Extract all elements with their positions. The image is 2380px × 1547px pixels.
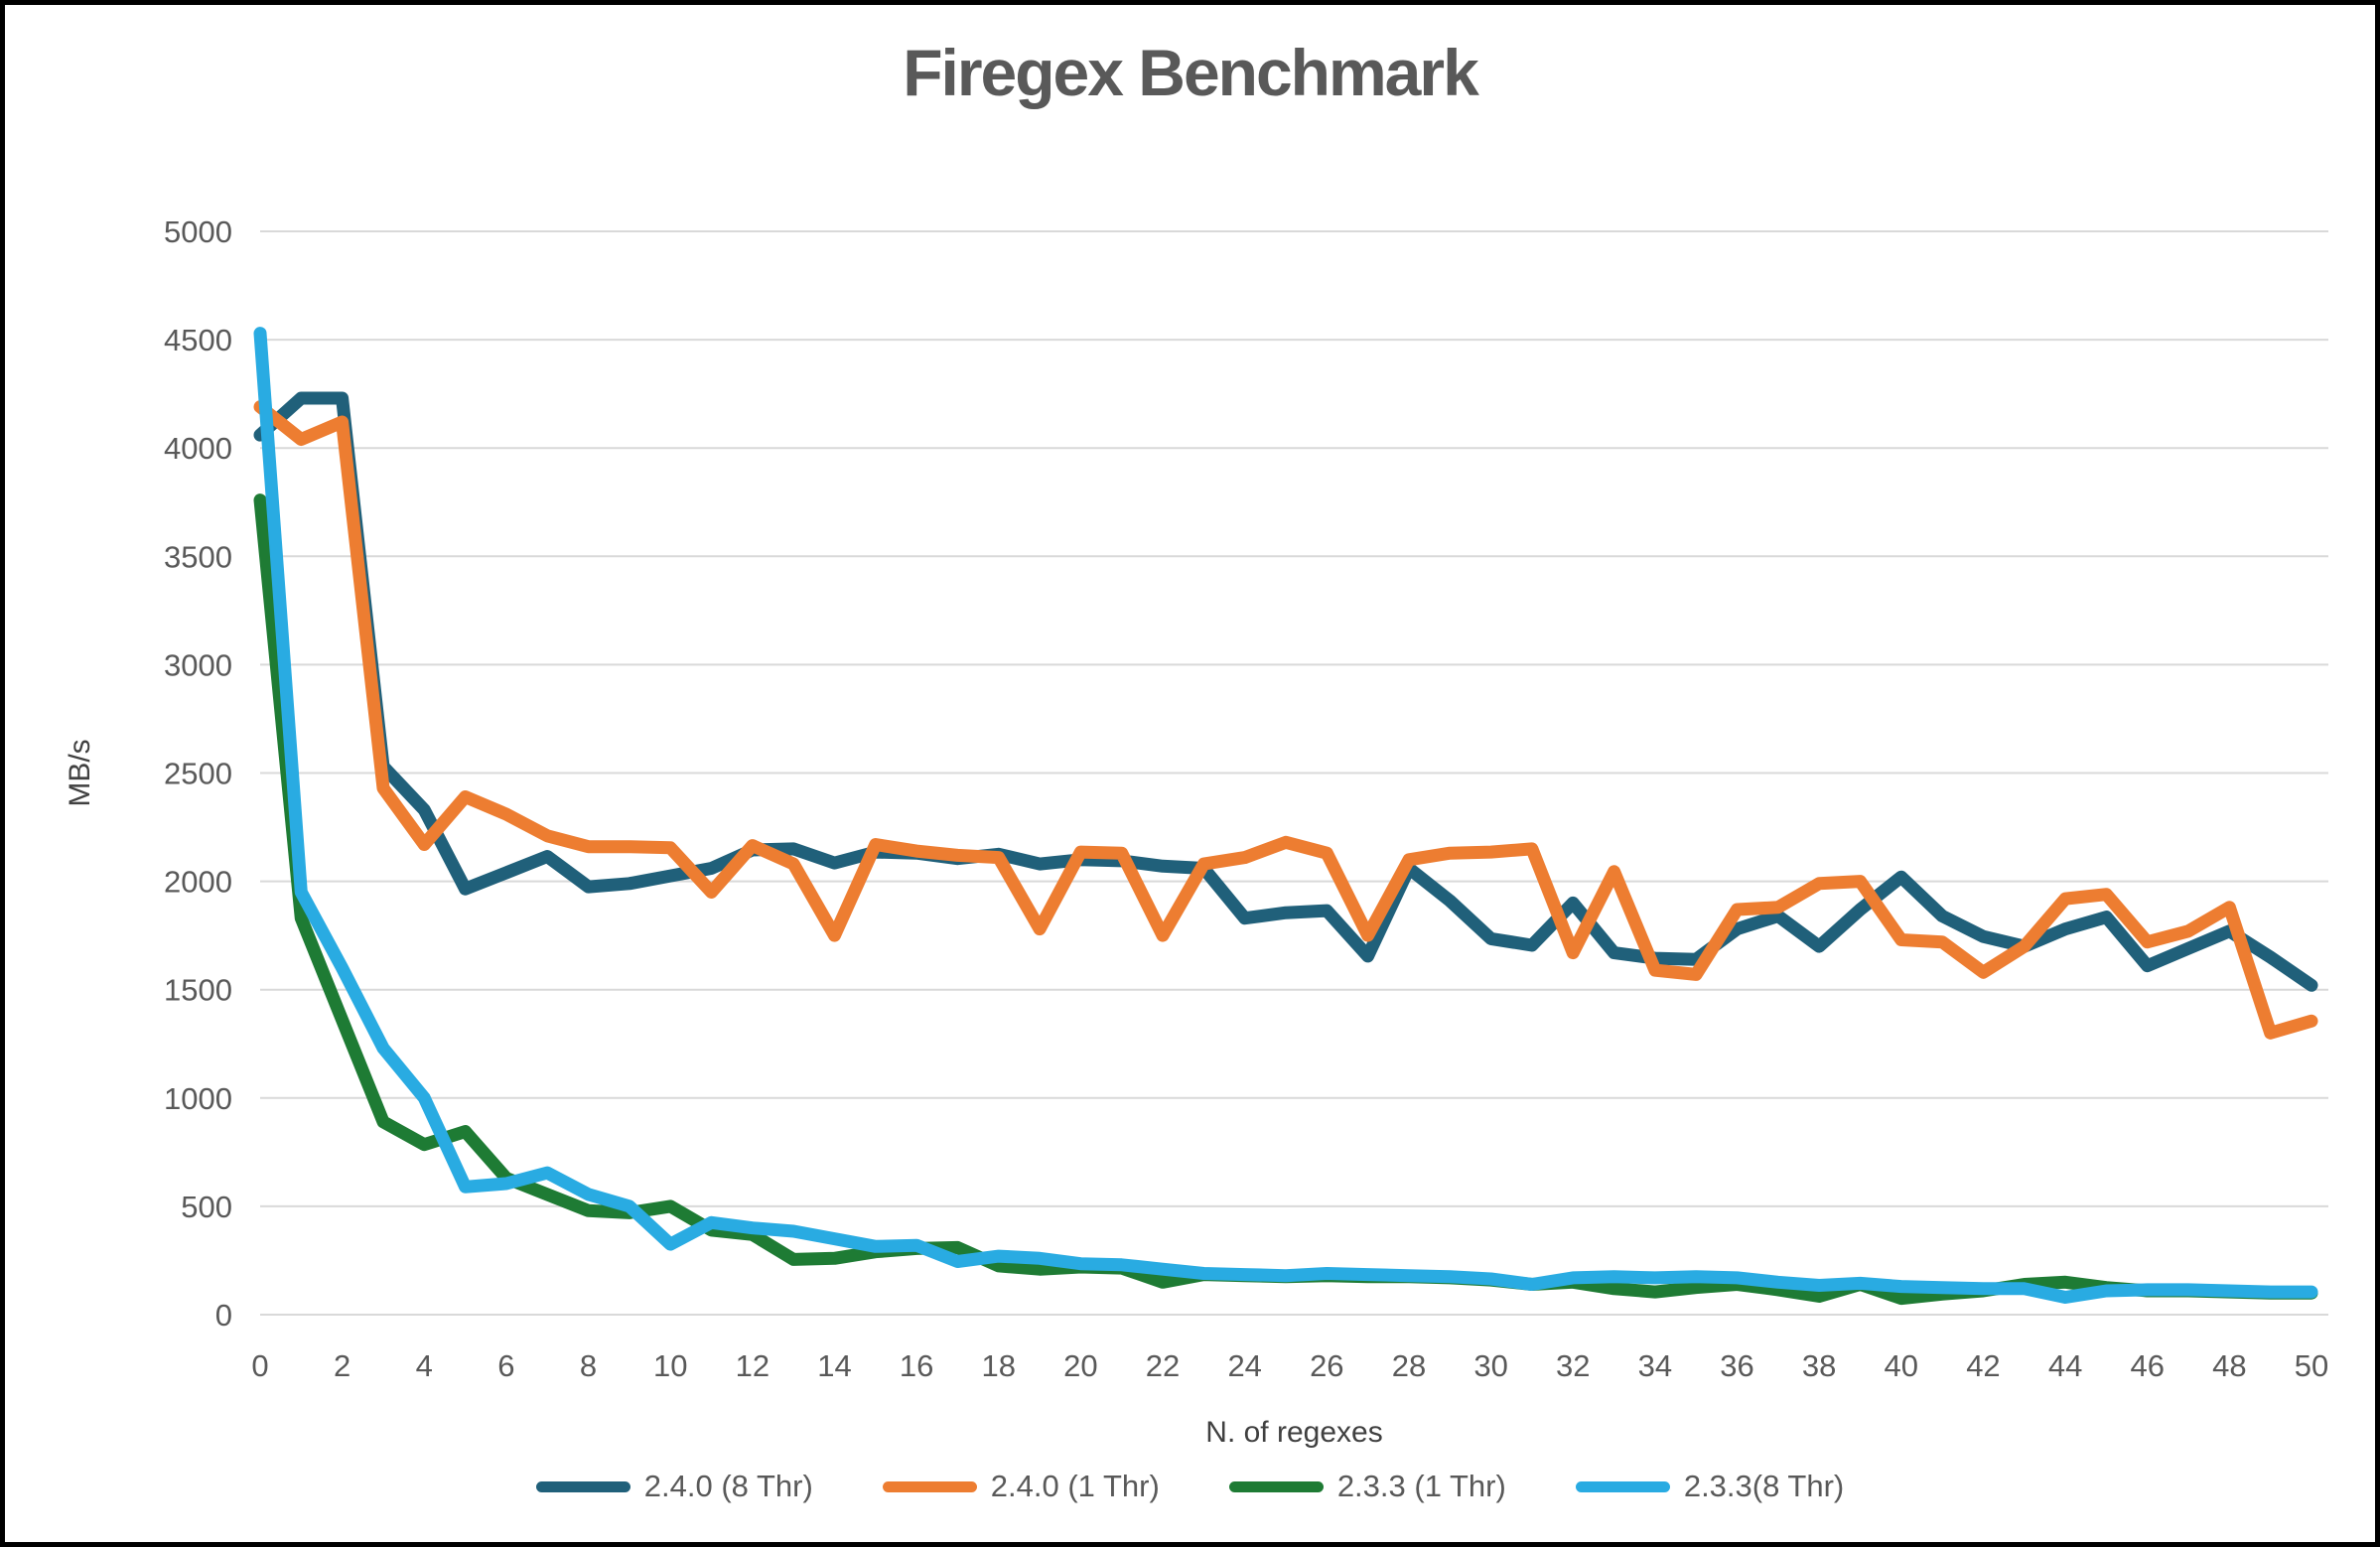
- legend-swatch-icon: [1575, 1480, 1670, 1492]
- y-axis-title: MB/s: [64, 739, 96, 806]
- series-line-2.4.0 (8 Thr): [253, 391, 2318, 992]
- x-tick-label: 10: [653, 1348, 687, 1383]
- x-tick-label: 26: [1310, 1348, 1343, 1383]
- x-tick-label: 32: [1556, 1348, 1590, 1383]
- x-tick-label: 12: [736, 1348, 770, 1383]
- y-tick-label: 3000: [164, 647, 232, 682]
- x-tick-label: 30: [1473, 1348, 1507, 1383]
- legend-label: 2.4.0 (8 Thr): [643, 1469, 813, 1503]
- x-tick-label: 44: [2048, 1348, 2082, 1383]
- x-axis-title: N. of regexes: [1205, 1416, 1382, 1449]
- x-tick-label: 46: [2130, 1348, 2164, 1383]
- x-tick-label: 18: [982, 1348, 1016, 1383]
- plot-area: 0500100015002000250030003500400045005000…: [64, 214, 2328, 1449]
- y-tick-label: 3500: [164, 539, 232, 574]
- legend-swatch-icon: [882, 1480, 977, 1492]
- series-line-2.4.0 (1 Thr): [253, 400, 2318, 1040]
- legend-swatch-icon: [1228, 1480, 1324, 1492]
- x-tick-label: 28: [1392, 1348, 1426, 1383]
- x-tick-label: 14: [817, 1348, 851, 1383]
- x-tick-label: 20: [1063, 1348, 1097, 1383]
- y-tick-label: 0: [215, 1298, 232, 1333]
- y-tick-label: 500: [181, 1190, 232, 1224]
- x-tick-label: 2: [334, 1348, 350, 1383]
- x-tick-label: 16: [900, 1348, 933, 1383]
- legend-label: 2.3.3(8 Thr): [1683, 1469, 1845, 1503]
- y-tick-label: 4000: [164, 431, 232, 466]
- x-tick-label: 42: [1966, 1348, 2000, 1383]
- x-tick-label: 50: [2295, 1348, 2328, 1383]
- series-line-2.3.3(8 Thr): [253, 327, 2318, 1304]
- x-tick-label: 38: [1802, 1348, 1836, 1383]
- x-tick-label: 40: [1885, 1348, 1918, 1383]
- y-tick-label: 2000: [164, 865, 232, 900]
- legend: 2.4.0 (8 Thr) 2.4.0 (1 Thr) 2.3.3 (1 Thr) 2…: [5, 1469, 2375, 1504]
- legend-swatch-icon: [535, 1480, 630, 1492]
- legend-item: 2.3.3(8 Thr): [1575, 1469, 1845, 1504]
- y-tick-label: 5000: [164, 214, 232, 249]
- legend-item: 2.4.0 (8 Thr): [535, 1469, 813, 1504]
- x-tick-label: 34: [1638, 1348, 1672, 1383]
- y-tick-label: 4500: [164, 323, 232, 357]
- legend-label: 2.3.3 (1 Thr): [1336, 1469, 1506, 1503]
- x-tick-label: 48: [2212, 1348, 2246, 1383]
- x-tick-label: 0: [251, 1348, 268, 1383]
- y-tick-label: 1500: [164, 973, 232, 1008]
- x-tick-label: 24: [1227, 1348, 1261, 1383]
- x-tick-label: 4: [416, 1348, 433, 1383]
- x-tick-label: 22: [1146, 1348, 1180, 1383]
- legend-item: 2.4.0 (1 Thr): [882, 1469, 1160, 1504]
- legend-label: 2.4.0 (1 Thr): [990, 1469, 1160, 1503]
- legend-item: 2.3.3 (1 Thr): [1228, 1469, 1506, 1504]
- x-tick-label: 8: [580, 1348, 597, 1383]
- x-tick-label: 6: [497, 1348, 514, 1383]
- chart-title: Firegex Benchmark: [903, 36, 1479, 109]
- y-tick-label: 2500: [164, 757, 232, 791]
- x-tick-label: 36: [1720, 1348, 1753, 1383]
- y-tick-label: 1000: [164, 1081, 232, 1116]
